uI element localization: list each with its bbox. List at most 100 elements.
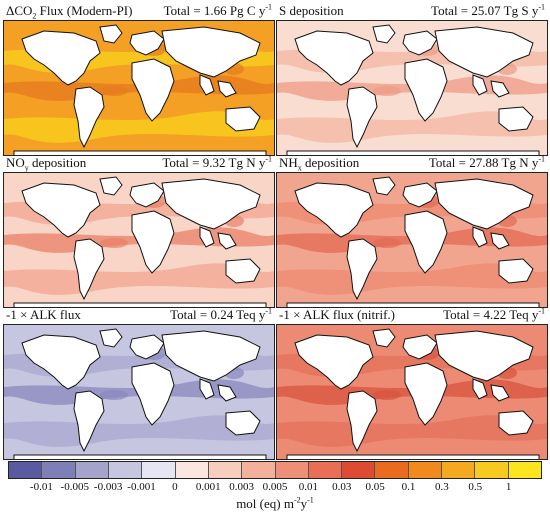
panel-total: Total = 1.66 Pg C y-1 [163,2,272,18]
contour-blob [373,238,401,248]
continent [131,362,175,426]
continent [129,30,165,56]
continent [490,232,510,250]
continent [217,80,237,98]
colorbar-segment [9,462,43,478]
colorbar-tick-label: -0.003 [93,481,123,493]
panel-total: Total = 25.07 Tg S y-1 [431,2,545,18]
continent [217,232,237,250]
panel-title: NHx deposition Total = 27.88 Tg N y-1 [276,154,548,173]
continent [404,58,448,122]
continent [161,26,261,78]
world-map [276,324,548,460]
continent [13,150,267,155]
colorbar-segment [408,462,443,478]
colorbar-segment [342,462,376,478]
world-map [3,172,275,308]
continent [21,182,101,238]
panel-name: NOy deposition [6,155,87,173]
continent [404,210,448,274]
world-map [3,20,275,156]
map-panel: -1 × ALK flux (nitrif.) Total = 4.22 Teq … [276,307,548,460]
continent [346,390,378,453]
continent [21,334,101,390]
colorbar-tick-label: 0.3 [435,481,449,493]
map-panel: NOy deposition Total = 9.32 Tg N y-1 [3,155,275,308]
colorbar-segment [108,462,143,478]
continent [434,330,534,382]
contour-band [4,111,274,143]
map-panel: S deposition Total = 25.07 Tg S y-1 [276,3,548,156]
panel-name: -1 × ALK flux [6,307,81,322]
contour-band [277,111,547,143]
world-map [276,172,548,308]
continent [199,226,215,248]
continent [472,226,488,248]
continent [99,176,123,196]
panel-name: ΔCO2 Flux (Modern-PI) [6,3,133,21]
world-map [3,324,275,460]
continent [402,334,438,360]
continent [472,74,488,96]
continent [286,302,540,307]
colorbar-segment [442,462,476,478]
continent [294,30,374,86]
colorbar-segment [42,462,76,478]
colorbar-tick-label: 0.01 [298,481,318,493]
panel-name: NHx deposition [279,155,360,173]
continent [372,176,396,196]
continent [294,182,374,238]
colorbar-segment [142,462,176,478]
colorbar-segment [275,462,309,478]
continent [131,58,175,122]
continent [161,178,261,230]
continent [73,390,105,453]
panel-title: -1 × ALK flux (nitrif.) Total = 4.22 Teq … [276,307,548,323]
colorbar-ticks: -0.01 -0.005 -0.003 -0.001 0 0.001 0.003 0.005 0… [8,481,542,495]
continent [372,24,396,44]
continent [225,106,261,132]
panel-title: -1 × ALK flux Total = 0.24 Teq y-1 [3,307,275,323]
colorbar [8,461,542,479]
continent [490,80,510,98]
colorbar-tick-label: -0.005 [60,481,89,493]
colorbar-segment [208,462,243,478]
continent [434,26,534,78]
continent [498,410,534,436]
colorbar-tick-label: 0.05 [365,481,385,493]
continent [434,178,534,230]
contour-blob [100,390,128,400]
panel-total: Total = 9.32 Tg N y-1 [162,154,272,170]
contour-blob [100,86,128,96]
colorbar-tick-label: 0.1 [401,481,416,493]
continent [225,258,261,284]
panel-title: S deposition Total = 25.07 Tg S y-1 [276,3,548,19]
colorbar-tick-label: 0 [172,481,178,493]
colorbar-segment [375,462,409,478]
continent [490,384,510,402]
panel-total: Total = 27.88 Tg N y-1 [428,154,545,170]
panel-total: Total = 0.24 Teq y-1 [170,306,272,322]
continent [402,182,438,208]
continent [131,210,175,274]
colorbar-tick-label: -0.001 [127,481,156,493]
map-panel: ΔCO2 Flux (Modern-PI) Total = 1.66 Pg C y… [3,3,275,156]
panel-total: Total = 4.22 Teq y-1 [443,306,545,322]
contour-blob [373,86,401,96]
contour-band [4,263,274,295]
continent [129,182,165,208]
contour-band [277,415,547,447]
colorbar-segment [475,462,509,478]
continent [13,302,267,307]
continent [472,378,488,400]
contour-blob [373,390,401,400]
colorbar-segment [175,462,209,478]
colorbar-tick-label: 0.5 [468,481,483,493]
continent [99,24,123,44]
continent [498,106,534,132]
colorbar-tick-label: 0.001 [195,481,221,493]
continent [99,328,123,348]
panel-title: NOy deposition Total = 9.32 Tg N y-1 [3,154,275,173]
panel-title: ΔCO2 Flux (Modern-PI) Total = 1.66 Pg C y… [3,2,275,21]
continent [161,330,261,382]
